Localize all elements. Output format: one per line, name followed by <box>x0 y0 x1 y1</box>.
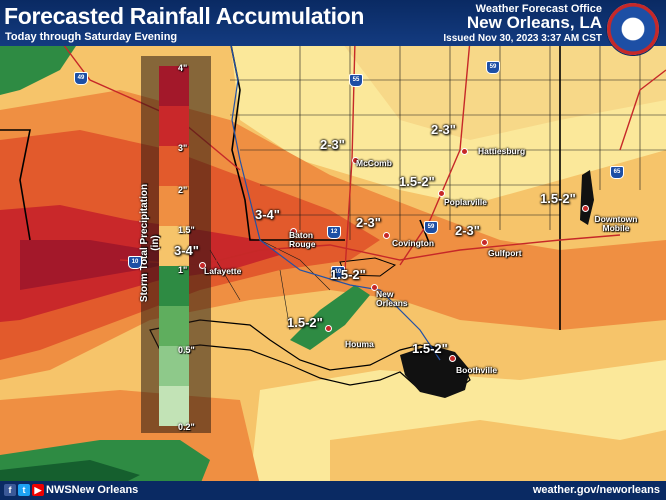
highway-shield: 12 <box>327 226 341 239</box>
green-nw <box>0 40 80 95</box>
rainfall-amount: 1.5-2" <box>540 191 576 206</box>
city-label-hattiesburg: Hattiesburg <box>478 146 526 156</box>
city-dot <box>352 157 359 164</box>
legend-label: 3" <box>178 143 188 153</box>
city-label-new-orleans: New Orleans <box>376 289 408 308</box>
city-dot <box>371 284 378 291</box>
rainfall-amount: 3-4" <box>255 207 280 222</box>
city-dot <box>325 325 332 332</box>
city-dot <box>438 190 445 197</box>
legend-swatch-0-5 <box>159 346 189 386</box>
social-handle: NWSNew Orleans <box>46 484 139 496</box>
social-icons: f t ▶ <box>4 484 44 496</box>
city-label-boothville: Boothville <box>456 365 498 375</box>
issued-time: Issued Nov 30, 2023 3:37 AM CST <box>443 33 602 44</box>
city-dot <box>383 232 390 239</box>
nws-logo-icon <box>606 2 660 56</box>
rainfall-amount: 2-3" <box>455 223 480 238</box>
twitter-icon[interactable]: t <box>18 484 30 496</box>
mississippi-river <box>229 39 441 361</box>
coastline <box>149 319 471 396</box>
rainfall-amount: 1.5-2" <box>412 341 448 356</box>
county-lines <box>209 40 666 331</box>
dark-green-sw <box>0 460 140 485</box>
city-dot <box>449 355 456 362</box>
city-dot <box>481 239 488 246</box>
city-label-baton-rouge: Baton Rouge <box>289 230 316 249</box>
legend-label: 0.5" <box>178 345 195 355</box>
legend-title: Storm Total Precipitation (in) <box>139 183 161 303</box>
rainfall-amount: 2-3" <box>431 122 456 137</box>
city-dot <box>290 228 297 235</box>
legend-label: 2" <box>178 185 188 195</box>
gulf-orange2 <box>330 420 666 485</box>
highway-shield: 65 <box>610 166 624 179</box>
legend-swatch-4 <box>159 66 189 106</box>
highway-shield: 10 <box>128 256 142 269</box>
highway-shield: 10 <box>331 266 345 279</box>
legend-swatch-3 <box>159 106 189 146</box>
city-label-lafayette: Lafayette <box>204 266 242 276</box>
rainfall-amount: 1.5-2" <box>287 315 323 330</box>
office-name: New Orleans, LA <box>466 13 602 32</box>
city-label-mccomb: McComb <box>356 158 392 168</box>
city-label-covington: Covington <box>392 238 435 248</box>
legend-label: 1" <box>178 265 188 275</box>
legend-swatch-0-75 <box>159 306 189 346</box>
legend-label: 0.2" <box>178 422 195 432</box>
rainfall-amount: 2-3" <box>320 137 345 152</box>
legend-label: 1.5" <box>178 225 195 235</box>
footer-bar <box>0 481 666 500</box>
website-link[interactable]: weather.gov/neworleans <box>532 484 660 496</box>
page-title: Forecasted Rainfall Accumulation <box>4 3 365 29</box>
office-line: Weather Forecast Office <box>475 3 602 15</box>
highway-shield: 59 <box>424 221 438 234</box>
legend-swatch-1-5 <box>159 226 189 266</box>
legend-label: 4" <box>178 63 188 73</box>
legend-swatch-2 <box>159 186 189 226</box>
youtube-icon[interactable]: ▶ <box>32 484 44 496</box>
rainfall-amount: 1.5-2" <box>330 267 366 282</box>
city-label-houma: Houma <box>345 339 374 349</box>
rainfall-amount: 3-4" <box>174 243 199 258</box>
city-label-mobile: Downtown Mobile <box>594 214 638 233</box>
legend-swatch-0-2 <box>159 386 189 426</box>
city-dot <box>199 262 206 269</box>
legend-colorbar <box>141 56 211 433</box>
rainfall-amount: 1.5-2" <box>399 174 435 189</box>
city-label-gulfport: Gulfport <box>488 248 522 258</box>
highway-shield: 59 <box>486 61 500 74</box>
page-subtitle: Today through Saturday Evening <box>5 31 178 43</box>
city-label-poplarville: Poplarville <box>444 197 487 207</box>
legend-swatch-2-5 <box>159 146 189 186</box>
facebook-icon[interactable]: f <box>4 484 16 496</box>
highway-shield: 49 <box>74 72 88 85</box>
legend-swatch-1 <box>159 266 189 306</box>
highway-shield: 55 <box>349 74 363 87</box>
header-bar <box>0 0 666 46</box>
city-dot <box>582 205 589 212</box>
green-coast <box>290 285 370 350</box>
city-dot <box>461 148 468 155</box>
rainfall-amount: 2-3" <box>356 215 381 230</box>
